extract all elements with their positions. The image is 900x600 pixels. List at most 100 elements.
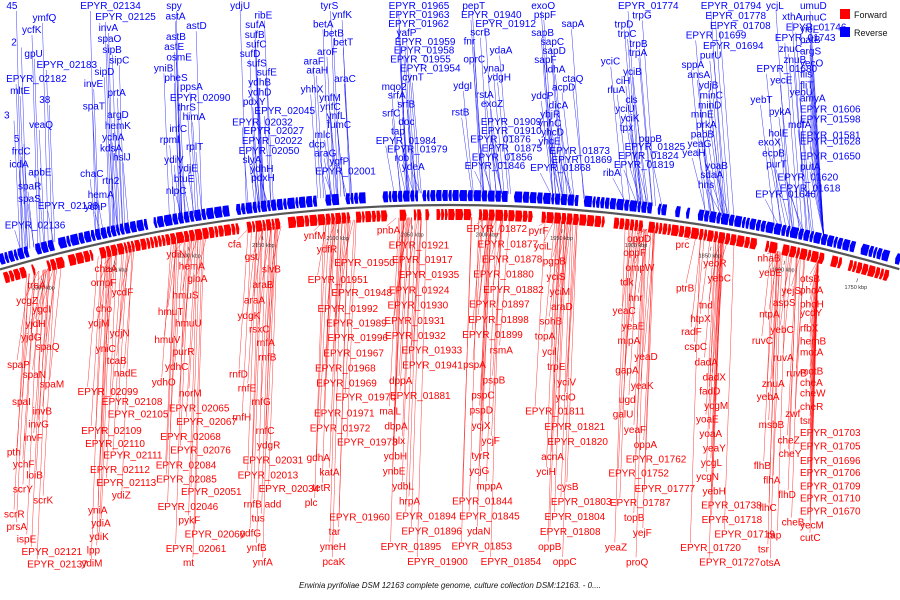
reverse-gene-arrow xyxy=(183,211,190,223)
forward-gene-label: oppF xyxy=(623,248,646,259)
forward-gene-label: scrK xyxy=(33,496,53,507)
reverse-gene-label-leader xyxy=(709,60,724,217)
reverse-gene-label-leader xyxy=(627,160,642,205)
reverse-gene-label-leader xyxy=(715,20,730,218)
forward-gene-label: yniA xyxy=(88,505,108,516)
forward-gene-label: acnA xyxy=(541,452,564,463)
reverse-gene-arrow xyxy=(624,199,630,211)
reverse-gene-label: 45 xyxy=(6,1,18,12)
forward-gene-arrow xyxy=(667,224,672,236)
forward-gene-label: ycjF xyxy=(482,436,500,447)
reverse-gene-arrow xyxy=(686,207,691,219)
forward-gene-label: EPYR_01931 xyxy=(385,316,446,327)
reverse-gene-arrow xyxy=(358,192,366,204)
reverse-gene-label-leader xyxy=(192,122,199,213)
reverse-gene-label-leader xyxy=(169,145,176,217)
reverse-gene-arrow xyxy=(298,196,306,208)
reverse-gene-arrow xyxy=(574,194,579,207)
reverse-gene-label: spaT xyxy=(83,102,105,113)
forward-gene-label: yciS xyxy=(546,272,565,283)
forward-gene-label: ynfA xyxy=(253,557,273,568)
reverse-gene-arrow xyxy=(58,236,68,249)
reverse-gene-arrow xyxy=(8,250,16,262)
forward-gene-arrow xyxy=(346,212,351,224)
reverse-gene-label-leader xyxy=(799,97,814,235)
forward-gene-label: pnbA xyxy=(377,226,401,237)
forward-gene-arrow xyxy=(274,218,281,230)
forward-gene-arrow xyxy=(399,209,407,221)
forward-gene-label-leader xyxy=(402,217,412,482)
reverse-gene-label: ldhA xyxy=(545,64,565,75)
reverse-gene-label-leader xyxy=(497,82,509,195)
reverse-gene-label-leader xyxy=(809,124,825,237)
forward-gene-label: yebR xyxy=(703,258,726,269)
scale-tick xyxy=(41,278,44,283)
forward-gene-label: EPYR_01970 xyxy=(335,393,396,404)
forward-gene-label: EPYR_01969 xyxy=(316,379,377,390)
reverse-gene-label-leader xyxy=(107,43,114,229)
reverse-gene-label: 3 xyxy=(4,111,10,122)
reverse-gene-label: spaR xyxy=(18,182,41,193)
genome-backbone xyxy=(0,203,900,271)
reverse-gene-arrow xyxy=(17,247,25,260)
forward-gene-arrow xyxy=(371,210,377,222)
reverse-gene-label: aroF xyxy=(317,47,338,58)
reverse-gene-arrow xyxy=(201,208,207,221)
reverse-gene-label: ctaQ xyxy=(562,74,583,85)
reverse-gene-label: cls xyxy=(625,95,637,106)
reverse-gene-label-leader xyxy=(765,199,780,227)
forward-gene-arrow xyxy=(541,211,547,223)
forward-gene-label-leader xyxy=(261,227,271,397)
forward-gene-arrow xyxy=(19,266,27,279)
forward-gene-label: loiB xyxy=(26,471,43,482)
forward-gene-label-leader xyxy=(174,239,185,362)
forward-gene-label: EPYR_02111 xyxy=(103,451,163,462)
reverse-gene-arrow xyxy=(66,235,72,247)
forward-gene-label: EPYR_01968 xyxy=(315,364,376,375)
scale-tick-label: 2250 kbp xyxy=(105,268,128,274)
reverse-gene-label-leader xyxy=(470,19,482,194)
forward-gene-label: EPYR_01738 xyxy=(701,501,762,512)
reverse-gene-label: trpC xyxy=(618,29,637,40)
reverse-gene-arrow xyxy=(257,201,261,213)
reverse-gene-label: pspF xyxy=(534,10,556,21)
reverse-gene-label-leader xyxy=(93,89,100,232)
forward-gene-label: EPYR_01719 xyxy=(714,529,775,540)
reverse-gene-arrow xyxy=(409,190,415,202)
reverse-gene-arrow xyxy=(697,209,705,221)
forward-gene-arrow xyxy=(262,219,266,231)
reverse-gene-label-leader xyxy=(474,171,486,194)
reverse-gene-label-leader xyxy=(541,10,554,197)
forward-gene-label: EPYR_02051 xyxy=(181,487,242,498)
forward-gene-label: phoH xyxy=(800,300,824,311)
forward-gene-arrow xyxy=(325,213,331,225)
reverse-gene-label: 5 xyxy=(14,134,20,145)
forward-gene-label-leader xyxy=(618,227,629,469)
reverse-gene-arrow xyxy=(448,190,452,202)
forward-gene-label: ompF xyxy=(91,278,117,289)
reverse-gene-arrow xyxy=(529,192,537,204)
forward-gene-label-leader xyxy=(486,217,497,482)
reverse-gene-label: dcp xyxy=(309,140,326,151)
reverse-gene-arrow xyxy=(820,233,828,246)
forward-gene-label-leader xyxy=(766,250,776,393)
forward-gene-label-leader xyxy=(633,228,645,514)
reverse-gene-label: EPYR_01965 xyxy=(389,1,450,12)
forward-gene-label: galU xyxy=(613,410,634,421)
forward-gene-arrow xyxy=(670,224,679,237)
scale-ticks: 1750 kbp 1800 kbp 1850 kbp 1900 kbp 1950 kbp… xyxy=(32,225,867,291)
forward-gene-label: yejF xyxy=(633,528,652,539)
forward-gene-label-leader xyxy=(705,239,717,472)
reverse-gene-label: chaC xyxy=(80,169,103,180)
reverse-gene-label-leader xyxy=(642,20,656,207)
reverse-gene-label-leader xyxy=(473,46,485,194)
reverse-gene-label: trpG xyxy=(632,10,652,21)
reverse-gene-label: znuB xyxy=(783,55,806,66)
forward-gene-label: EPYR_01932 xyxy=(385,331,446,342)
forward-gene-label-leader xyxy=(631,228,643,322)
scale-tick-label: 1850 kbp xyxy=(699,254,722,260)
forward-gene-label: EPYR_02076 xyxy=(170,446,231,457)
reverse-gene-label: EPYR_02090 xyxy=(170,93,231,104)
forward-gene-label: araB xyxy=(252,280,273,291)
forward-gene-label: ycdF xyxy=(112,287,134,298)
